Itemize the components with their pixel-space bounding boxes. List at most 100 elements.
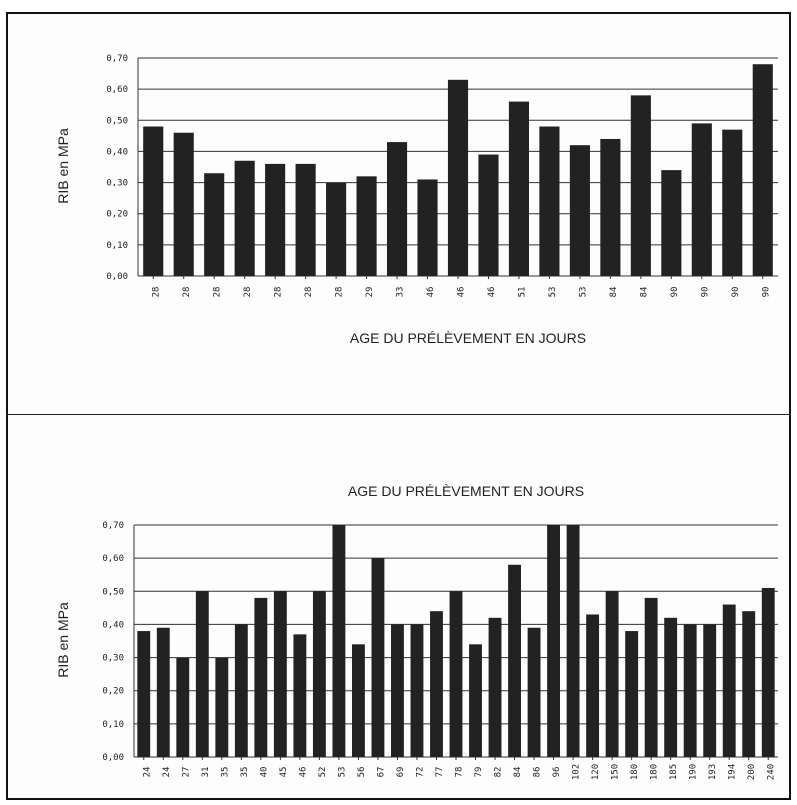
- chart2-bar: [391, 624, 404, 757]
- chart1-bar: [204, 173, 225, 276]
- chart2-bar: [683, 624, 697, 757]
- chart1-x-axis-title: AGE DU PRÉLÈVEMENT EN JOURS: [350, 330, 586, 346]
- chart2-bar: [195, 591, 209, 757]
- chart1-bar: [234, 160, 255, 276]
- chart1-x-tick-label: 90: [700, 287, 710, 298]
- chart2-x-tick-label: 185: [669, 764, 679, 780]
- chart2-bar: [156, 627, 170, 757]
- chart2-x-tick-label: 79: [474, 767, 484, 778]
- chart1-x-tick-label: 90: [670, 287, 680, 298]
- chart1-bar: [722, 129, 743, 276]
- chart1-x-tick-label: 84: [639, 287, 649, 298]
- chart1-y-tick-label: 0,10: [106, 241, 128, 251]
- chart1-bar: [265, 163, 286, 276]
- chart2-bar: [742, 611, 756, 757]
- chart2-bar: [625, 631, 639, 757]
- chart2-bar: [293, 634, 307, 757]
- chart1-y-tick-label: 0,70: [106, 54, 128, 64]
- chart2-x-tick-label: 78: [455, 767, 465, 778]
- chart2-bar: [351, 644, 365, 757]
- chart2-x-tick-label: 190: [689, 764, 699, 780]
- chart2-x-tick-label: 240: [767, 764, 777, 780]
- chart2-bar: [176, 657, 190, 757]
- chart1-bar: [143, 126, 164, 276]
- chart2-x-tick-label: 86: [533, 767, 543, 778]
- chart2-bar: [644, 597, 658, 757]
- chart1-x-tick-label: 90: [761, 287, 771, 298]
- chart1-bar: [295, 163, 316, 276]
- chart1-bar: [326, 182, 347, 276]
- chart1-x-tick-label: 46: [426, 287, 436, 298]
- chart1-bar: [752, 64, 773, 276]
- chart2-bar: [273, 591, 287, 757]
- chart2-bar: [703, 624, 717, 757]
- chart2-x-tick-label: 120: [591, 764, 601, 780]
- chart2-bar: [254, 597, 268, 757]
- chart1-x-tick-label: 29: [365, 287, 375, 298]
- chart2-bar: [469, 644, 482, 757]
- chart2-bar: [761, 587, 775, 757]
- chart1-y-axis-title: RIB en MPa: [55, 128, 71, 204]
- chart1-bar: [417, 179, 438, 276]
- chart1-y-tick-label: 0,60: [106, 85, 128, 95]
- chart1-x-tick-label: 28: [274, 287, 284, 298]
- chart2-y-tick-label: 0,20: [102, 687, 124, 697]
- chart2-y-tick-label: 0,10: [102, 720, 124, 730]
- chart2-y-axis-title: RIB en MPa: [55, 602, 71, 678]
- chart2-x-tick-label: 24: [162, 767, 172, 778]
- chart1-bar: [539, 126, 560, 276]
- chart2-x-tick-label: 180: [630, 764, 640, 780]
- chart1-y-tick-label: 0,50: [106, 116, 128, 126]
- chart2-bar: [410, 624, 424, 757]
- chart1-x-tick-label: 90: [731, 287, 741, 298]
- chart2-x-tick-label: 52: [318, 767, 328, 778]
- chart2-bar: [449, 591, 463, 757]
- chart1-x-tick-label: 46: [487, 287, 497, 298]
- chart2-bar: [527, 627, 541, 757]
- chart2-x-tick-label: 56: [357, 767, 367, 778]
- chart2-bar: [137, 631, 151, 757]
- chart2-bar: [234, 624, 248, 757]
- chart2-bar: [722, 604, 736, 757]
- chart2-x-tick-label: 67: [376, 767, 386, 778]
- chart1-y-tick-label: 0,00: [106, 272, 128, 282]
- chart1-x-tick-label: 28: [304, 287, 314, 298]
- chart2-y-tick-label: 0,70: [102, 521, 124, 531]
- chart2-y-tick-label: 0,40: [102, 620, 124, 630]
- chart1-bar: [569, 145, 590, 276]
- chart1-x-tick-label: 28: [182, 287, 192, 298]
- chart2-x-tick-label: 72: [415, 767, 425, 778]
- chart2-x-tick-label: 27: [181, 767, 191, 778]
- chart2-x-tick-label: 102: [572, 764, 582, 780]
- chart2-bar: [312, 591, 326, 757]
- chart1-bar: [447, 79, 469, 276]
- chart2-x-tick-label: 40: [259, 767, 269, 778]
- chart1-x-tick-label: 53: [548, 287, 558, 298]
- chart2-bar: [566, 525, 580, 757]
- chart2-x-tick-label: 180: [650, 764, 660, 780]
- chart2-x-tick-label: 193: [708, 764, 718, 780]
- chart2-bar: [547, 525, 561, 757]
- chart1-x-tick-label: 28: [152, 287, 162, 298]
- chart2-bar: [332, 525, 346, 757]
- chart2-bar: [664, 617, 678, 757]
- chart2-x-tick-label: 82: [494, 767, 504, 778]
- chart2-x-tick-label: 31: [201, 767, 211, 778]
- chart1-bar: [173, 132, 194, 276]
- chart2-y-tick-label: 0,60: [102, 554, 124, 564]
- chart2-x-tick-label: 77: [435, 767, 445, 778]
- chart1-bar: [478, 154, 499, 276]
- chart2-bar: [215, 657, 229, 757]
- chart2-x-tick-label: 46: [298, 767, 308, 778]
- panel-divider: [6, 414, 791, 415]
- chart1-bar: [508, 101, 530, 276]
- chart2-x-tick-label: 24: [142, 767, 152, 778]
- chart2-x-tick-label: 84: [513, 767, 523, 778]
- chart1-bar: [386, 142, 408, 276]
- chart2-x-tick-label: 69: [396, 767, 406, 778]
- chart2-bar: [488, 617, 502, 757]
- chart1-x-tick-label: 46: [457, 287, 467, 298]
- chart1-bar: [630, 95, 651, 276]
- chart1-x-tick-label: 28: [335, 287, 345, 298]
